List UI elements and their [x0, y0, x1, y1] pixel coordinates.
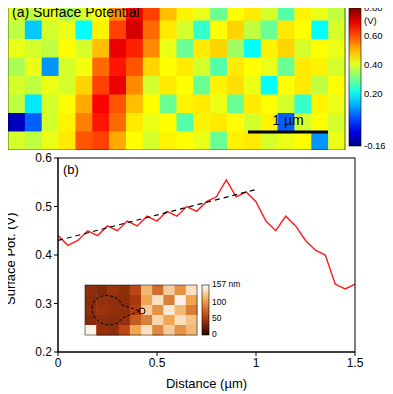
svg-text:(a) Surface Potential: (a) Surface Potential	[12, 8, 140, 20]
svg-text:Distance (µm): Distance (µm)	[166, 376, 247, 391]
svg-text:157 nm: 157 nm	[212, 279, 240, 289]
svg-text:1: 1	[253, 356, 260, 370]
svg-text:50: 50	[212, 313, 222, 323]
svg-text:Surface Pot. (V): Surface Pot. (V)	[8, 213, 18, 305]
svg-text:0.2: 0.2	[35, 345, 52, 359]
svg-text:0.80: 0.80	[364, 8, 383, 13]
svg-text:0.5: 0.5	[149, 356, 166, 370]
svg-text:(b): (b)	[63, 162, 79, 177]
svg-text:0: 0	[55, 356, 62, 370]
svg-text:0.20: 0.20	[364, 88, 383, 99]
svg-text:0.6: 0.6	[35, 151, 52, 165]
svg-text:(V): (V)	[364, 15, 377, 26]
svg-text:-0.16: -0.16	[364, 140, 385, 150]
svg-text:100: 100	[212, 297, 226, 307]
svg-text:0.60: 0.60	[364, 30, 383, 41]
svg-text:0.4: 0.4	[35, 248, 52, 262]
svg-text:0.40: 0.40	[364, 59, 383, 70]
svg-text:1.5: 1.5	[347, 356, 364, 370]
svg-text:1 µm: 1 µm	[272, 112, 303, 128]
svg-text:0.5: 0.5	[35, 200, 52, 214]
svg-text:0: 0	[212, 329, 217, 339]
svg-text:0.3: 0.3	[35, 297, 52, 311]
